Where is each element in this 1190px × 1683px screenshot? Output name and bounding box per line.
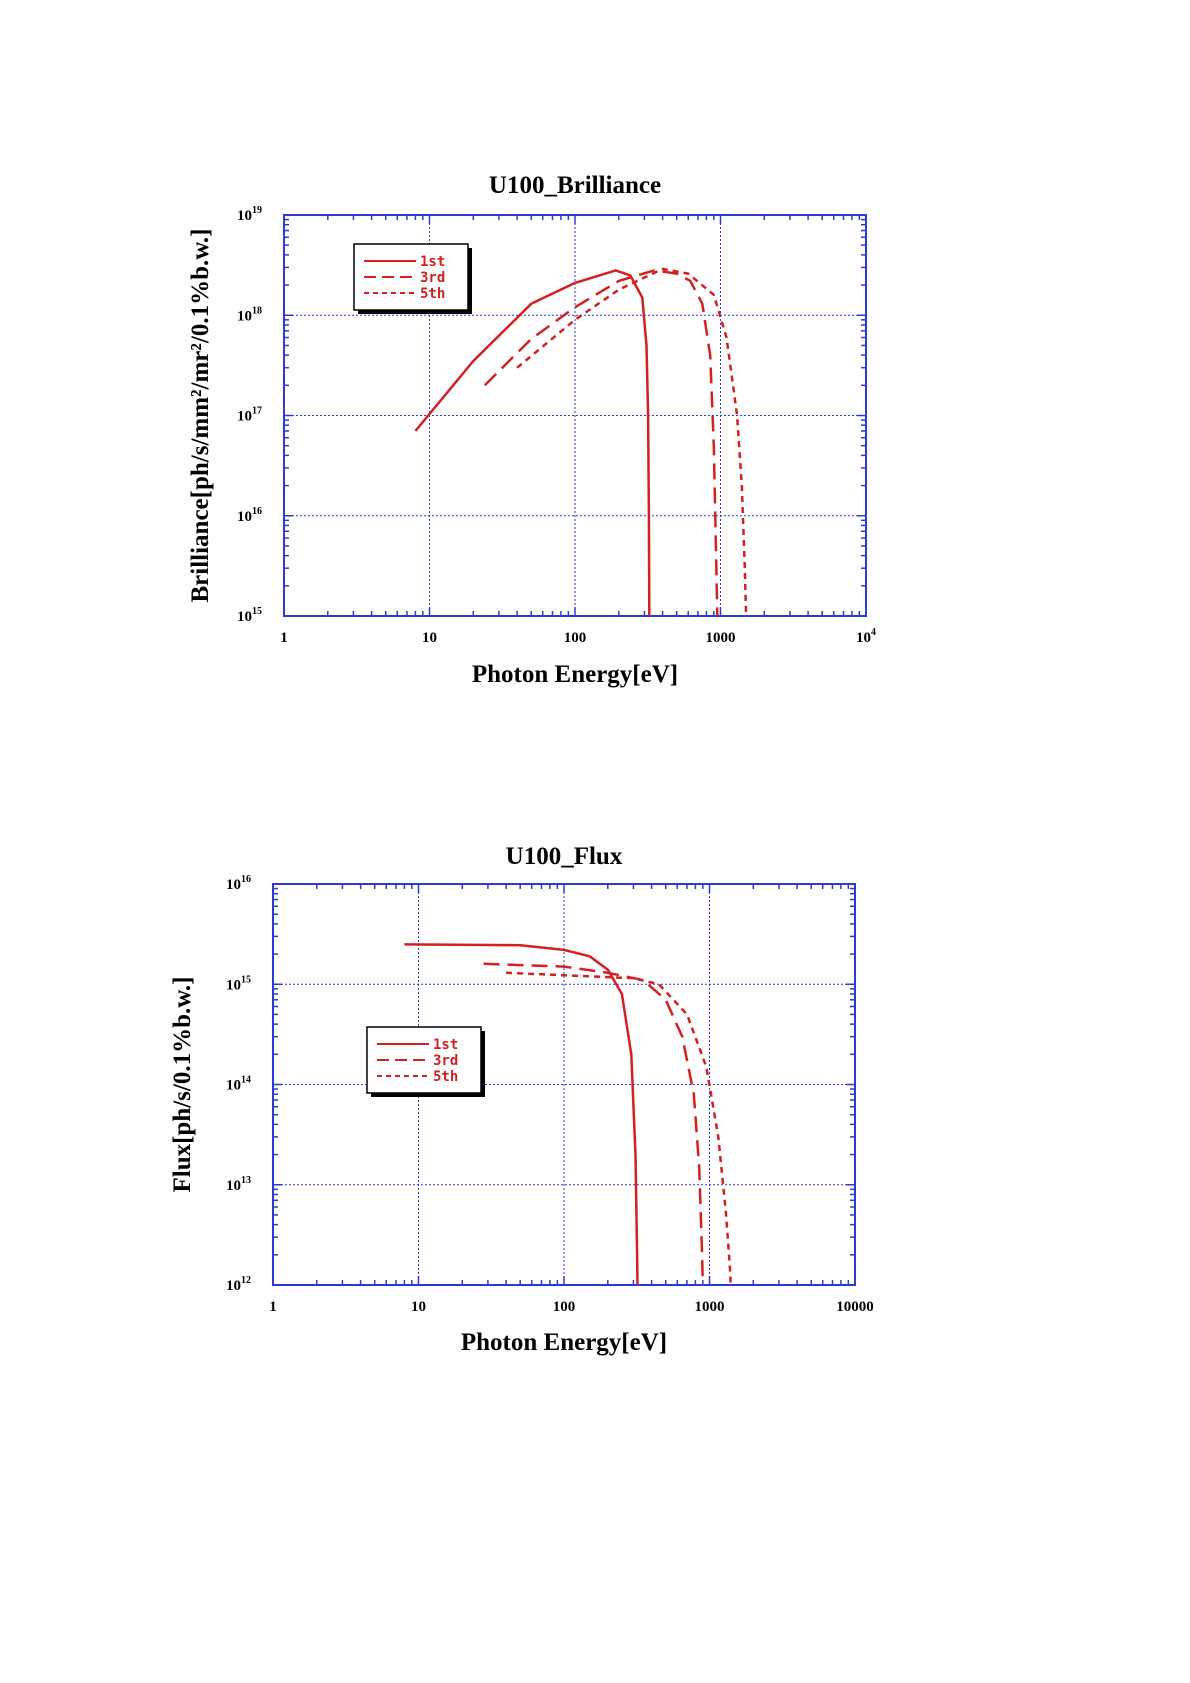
tick-exponent: 14: [241, 1075, 251, 1086]
y-tick-label: 1017: [237, 406, 262, 425]
legend-label-5th: 5th: [420, 286, 445, 302]
tick-exponent: 15: [252, 606, 262, 617]
chart-svg: U100_Brilliance 1 10 100 1000 104 1015 1016 1017…: [187, 172, 876, 688]
y-tick-label: 1015: [226, 974, 251, 993]
y-tick-label: 1013: [226, 1175, 251, 1194]
x-tick-label: 1: [280, 630, 288, 646]
series-line-5th: [506, 971, 733, 1285]
legend-label-1st: 1st: [420, 254, 445, 270]
tick-exponent: 15: [241, 974, 251, 985]
y-tick-label: 1019: [237, 205, 262, 224]
series-line-1st: [404, 943, 639, 1285]
x-tick-label: 10000: [836, 1299, 874, 1315]
series-line-3rd: [483, 269, 719, 616]
grid: [273, 884, 855, 1285]
series-line-3rd: [483, 962, 705, 1285]
x-tick-label: 1000: [706, 630, 736, 646]
x-tick-label: 1000: [695, 1299, 725, 1315]
y-tick-label: 1014: [226, 1075, 251, 1094]
legend-label-5th: 5th: [433, 1069, 458, 1085]
chart-svg: U100_Flux 1 10 100 1000 10000 1012 1013 1014 1015…: [169, 843, 874, 1356]
tick-exponent: 16: [252, 506, 262, 517]
y-tick-label: 1015: [237, 606, 262, 625]
legend-label-3rd: 3rd: [420, 270, 445, 286]
y-tick-label: 1016: [226, 874, 251, 893]
tick-exponent: 19: [252, 205, 262, 216]
series-group: [414, 267, 748, 616]
x-tick-label: 100: [564, 630, 587, 646]
series-line-1st: [414, 269, 651, 616]
series-group: [404, 943, 733, 1285]
tick-exponent: 13: [241, 1175, 251, 1186]
tick-exponent: 18: [252, 305, 262, 316]
series-line-5th: [516, 267, 748, 616]
x-tick-label: 100: [553, 1299, 576, 1315]
x-axis-label: Photon Energy[eV]: [461, 1329, 667, 1356]
x-tick-label: 104: [856, 627, 876, 646]
y-tick-label: 1012: [226, 1275, 251, 1294]
brilliance-chart: U100_Brilliance 1 10 100 1000 104 1015 1016 1017…: [0, 0, 1190, 800]
x-tick-label: 10: [422, 630, 437, 646]
chart-title: U100_Brilliance: [489, 172, 661, 199]
chart-title: U100_Flux: [506, 843, 623, 870]
tick-exponent: 16: [241, 874, 251, 885]
tick-exponent: 17: [252, 406, 262, 417]
legend-label-3rd: 3rd: [433, 1053, 458, 1069]
legend-label-1st: 1st: [433, 1037, 458, 1053]
y-tick-label: 1016: [237, 506, 262, 525]
y-axis-label: Brilliance[ph/s/mm²/mr²/0.1%b.w.]: [187, 228, 214, 602]
plot-frame: [272, 883, 856, 1286]
plot-frame: [283, 214, 867, 617]
flux-chart: U100_Flux 1 10 100 1000 10000 1012 1013 1014 1015…: [0, 800, 1190, 1520]
tick-exponent: 4: [871, 627, 876, 638]
x-tick-label: 10: [411, 1299, 426, 1315]
y-axis-label: Flux[ph/s/0.1%b.w.]: [169, 976, 196, 1192]
x-tick-label: 1: [269, 1299, 277, 1315]
tick-exponent: 12: [241, 1275, 251, 1286]
x-axis-label: Photon Energy[eV]: [472, 661, 678, 688]
y-tick-label: 1018: [237, 305, 262, 324]
